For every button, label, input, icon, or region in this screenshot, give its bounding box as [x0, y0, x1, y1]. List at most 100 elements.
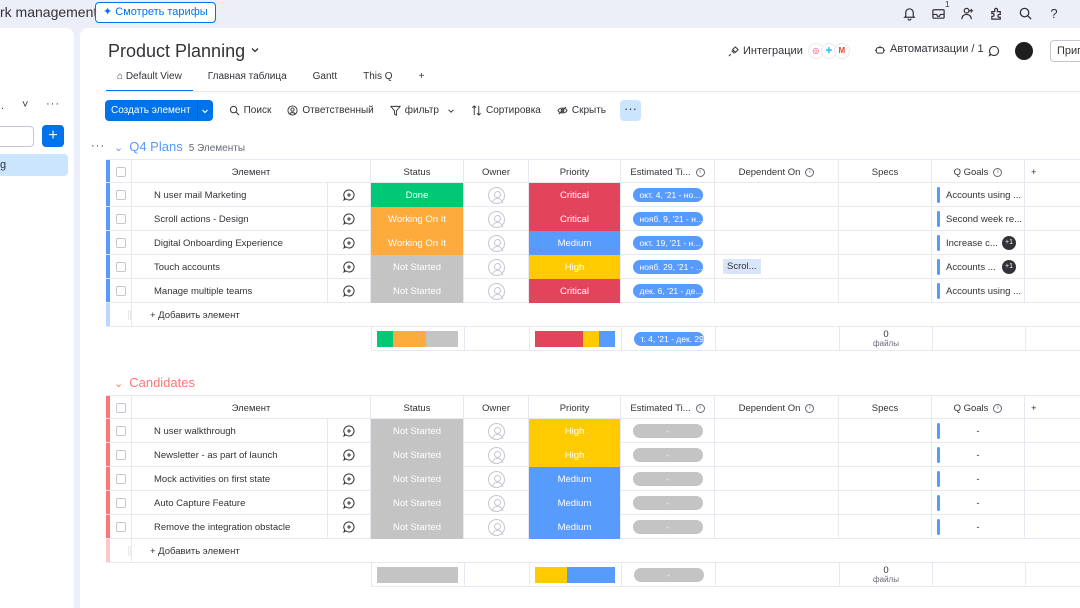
- priority-cell[interactable]: High: [529, 443, 621, 467]
- column-header-status[interactable]: Status: [371, 160, 464, 184]
- item-name[interactable]: N user walkthrough: [132, 419, 328, 443]
- column-header-goals[interactable]: Q Goals i: [932, 396, 1025, 420]
- add-update-icon[interactable]: [343, 449, 355, 461]
- timeline-cell[interactable]: -: [621, 515, 715, 539]
- add-update-icon[interactable]: [343, 285, 355, 297]
- item-updates-cell[interactable]: [328, 255, 371, 279]
- timeline-pill[interactable]: нояб. 29, '21 - ...: [632, 260, 703, 274]
- timeline-pill[interactable]: -: [632, 520, 703, 534]
- status-cell[interactable]: Not Started: [371, 443, 464, 467]
- create-item-chevron-down-icon[interactable]: [196, 100, 213, 121]
- priority-cell[interactable]: Critical: [529, 183, 621, 207]
- status-cell[interactable]: Working On It: [371, 207, 464, 231]
- timeline-pill[interactable]: -: [632, 448, 703, 462]
- priority-cell[interactable]: Medium: [529, 231, 621, 255]
- status-summary[interactable]: [372, 563, 465, 587]
- status-cell[interactable]: Not Started: [371, 515, 464, 539]
- select-all-checkbox[interactable]: [115, 403, 126, 413]
- row-checkbox[interactable]: [115, 522, 126, 532]
- timeline-summary[interactable]: т. 4, '21 - дек. 29,: [622, 327, 716, 351]
- filter-button[interactable]: фильтр: [389, 105, 455, 116]
- owner-avatar-icon[interactable]: [487, 422, 505, 440]
- column-header-estimated[interactable]: Estimated Ti... i: [621, 396, 715, 420]
- create-item-button[interactable]: Создать элемент: [105, 100, 213, 121]
- row-checkbox-cell[interactable]: [110, 207, 132, 231]
- timeline-cell[interactable]: нояб. 9, '21 - н...: [621, 207, 715, 231]
- status-cell[interactable]: Working On It: [371, 231, 464, 255]
- tab-main-table[interactable]: Главная таблица: [207, 71, 287, 82]
- timeline-pill[interactable]: -: [632, 496, 703, 510]
- row-checkbox[interactable]: [115, 190, 126, 200]
- timeline-cell[interactable]: нояб. 29, '21 - ...: [621, 255, 715, 279]
- add-update-icon[interactable]: [343, 425, 355, 437]
- timeline-pill[interactable]: окт. 4, '21 - но...: [632, 188, 703, 202]
- row-checkbox[interactable]: [115, 498, 126, 508]
- toolbar-more-button[interactable]: ···: [620, 100, 641, 121]
- row-checkbox[interactable]: [115, 474, 126, 484]
- add-update-icon[interactable]: [343, 497, 355, 509]
- info-icon[interactable]: i: [695, 167, 705, 177]
- info-icon[interactable]: i: [993, 403, 1003, 413]
- timeline-cell[interactable]: -: [621, 419, 715, 443]
- help-icon[interactable]: ?: [1050, 5, 1058, 21]
- automations-button[interactable]: Автоматизации / 1: [874, 43, 984, 55]
- integrations-button[interactable]: Интеграции ◎ ✚ M: [728, 43, 850, 59]
- specs-cell[interactable]: [839, 279, 932, 303]
- specs-cell[interactable]: [839, 515, 932, 539]
- timeline-pill[interactable]: -: [632, 472, 703, 486]
- row-checkbox-cell[interactable]: [110, 231, 132, 255]
- priority-cell[interactable]: Medium: [529, 467, 621, 491]
- item-name[interactable]: Manage multiple teams: [132, 279, 328, 303]
- owner-cell[interactable]: [464, 467, 529, 491]
- column-header-dependent[interactable]: Dependent On i: [715, 160, 839, 184]
- specs-cell[interactable]: [839, 443, 932, 467]
- owner-avatar-icon[interactable]: [487, 518, 505, 536]
- row-checkbox[interactable]: [115, 426, 126, 436]
- workspace-more-button[interactable]: ···: [46, 98, 60, 110]
- add-item-input[interactable]: + Добавить элемент: [150, 309, 240, 321]
- row-checkbox-cell[interactable]: [110, 255, 132, 279]
- owner-cell[interactable]: [464, 443, 529, 467]
- item-name[interactable]: Touch accounts: [132, 255, 328, 279]
- person-filter-button[interactable]: Ответственный: [287, 105, 374, 116]
- specs-cell[interactable]: [839, 207, 932, 231]
- row-checkbox-cell[interactable]: [110, 279, 132, 303]
- column-header-status[interactable]: Status: [371, 396, 464, 420]
- board-title[interactable]: Product Planning: [108, 41, 246, 61]
- item-name[interactable]: Remove the integration obstacle: [132, 515, 328, 539]
- owner-avatar-icon[interactable]: [487, 282, 505, 300]
- column-header-estimated[interactable]: Estimated Ti... i: [621, 160, 715, 184]
- sidebar-item-active-board[interactable]: g: [0, 154, 68, 176]
- priority-cell[interactable]: High: [529, 255, 621, 279]
- column-header-item[interactable]: Элемент: [132, 396, 371, 420]
- specs-cell[interactable]: [839, 183, 932, 207]
- status-cell[interactable]: Not Started: [371, 419, 464, 443]
- upgrade-plans-button[interactable]: ✦ Смотреть тарифы: [95, 2, 216, 23]
- add-column-button[interactable]: +: [1031, 166, 1037, 178]
- column-header-specs[interactable]: Specs: [839, 396, 932, 420]
- user-avatar[interactable]: [1015, 42, 1033, 60]
- dependency-cell[interactable]: [715, 515, 839, 539]
- row-checkbox[interactable]: [115, 450, 126, 460]
- dependency-cell[interactable]: [715, 207, 839, 231]
- row-checkbox[interactable]: [115, 286, 126, 296]
- add-update-icon[interactable]: [343, 213, 355, 225]
- tab-gantt[interactable]: Gantt: [312, 71, 338, 82]
- group-collapse-chevron-icon[interactable]: ⌄: [114, 142, 124, 154]
- row-checkbox-cell[interactable]: [110, 443, 132, 467]
- filter-chevron-down-icon[interactable]: [447, 107, 455, 115]
- timeline-summary[interactable]: -: [622, 563, 716, 587]
- goals-cell[interactable]: -: [932, 467, 1025, 491]
- row-checkbox-cell[interactable]: [110, 491, 132, 515]
- specs-cell[interactable]: [839, 255, 932, 279]
- timeline-pill[interactable]: окт. 19, '21 - н...: [632, 236, 703, 250]
- goals-cell[interactable]: Second week re...: [932, 207, 1025, 231]
- group-collapse-chevron-icon[interactable]: ⌄: [114, 378, 124, 390]
- owner-cell[interactable]: [464, 183, 529, 207]
- goals-cell[interactable]: Accounts using ...: [932, 279, 1025, 303]
- status-summary[interactable]: [372, 327, 465, 351]
- bell-icon[interactable]: [900, 4, 918, 22]
- add-column-button[interactable]: +: [1031, 402, 1037, 414]
- dependency-cell[interactable]: Scrol...: [715, 255, 839, 279]
- status-cell[interactable]: Not Started: [371, 279, 464, 303]
